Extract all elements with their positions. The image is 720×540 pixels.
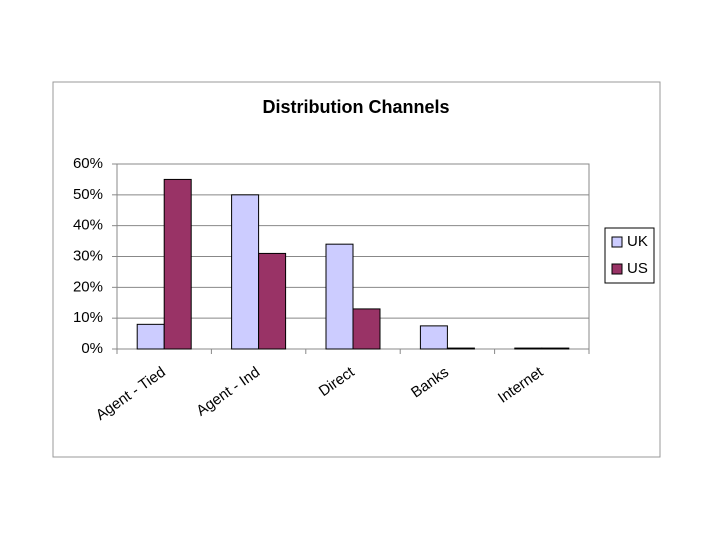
y-tick-label: 60% [73, 155, 103, 172]
y-tick-label: 10% [73, 309, 103, 326]
bar [514, 347, 543, 350]
legend-label: US [627, 260, 648, 277]
bar [352, 308, 381, 350]
bar [446, 347, 475, 350]
legend-swatch [611, 263, 623, 275]
y-tick-label: 30% [73, 247, 103, 264]
y-tick-label: 0% [81, 340, 103, 357]
bar [136, 323, 165, 350]
y-tick-label: 50% [73, 186, 103, 203]
chart-title: Distribution Channels [262, 97, 449, 117]
y-tick-label: 20% [73, 278, 103, 295]
legend-label: UK [627, 233, 648, 250]
legend-swatch [611, 236, 623, 248]
bar [541, 347, 570, 350]
y-tick-label: 40% [73, 217, 103, 234]
bar [419, 325, 448, 350]
bar [325, 243, 354, 350]
bar [163, 178, 192, 350]
bar [258, 252, 287, 350]
bar [231, 194, 260, 350]
